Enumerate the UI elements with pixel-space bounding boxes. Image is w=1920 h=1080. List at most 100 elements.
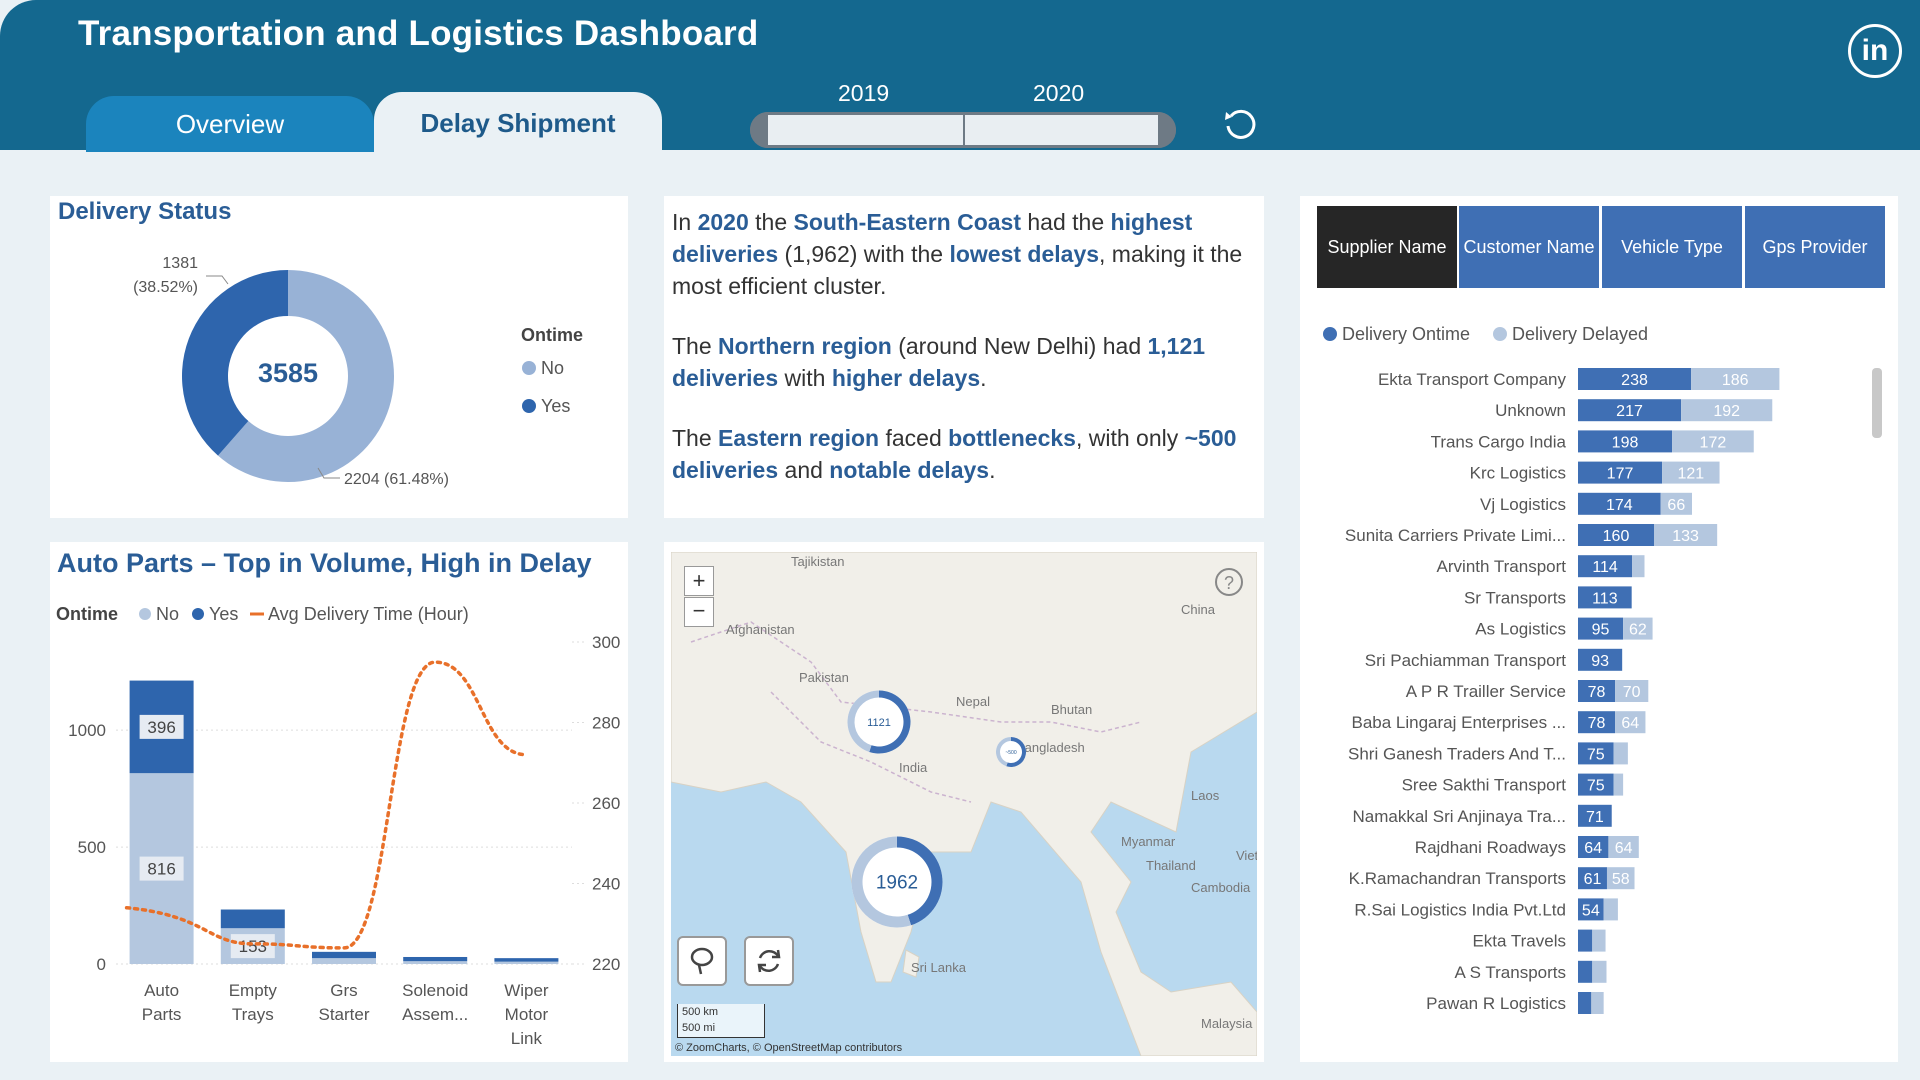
bar-ontime[interactable]: [1578, 524, 1654, 546]
bar-ontime-label: 174: [1606, 497, 1633, 514]
country-borders: [770, 691, 972, 803]
bar-yes[interactable]: [220, 909, 285, 929]
bar-delayed[interactable]: [1691, 368, 1780, 390]
map-cluster-delayed[interactable]: [847, 690, 879, 752]
bar-delayed[interactable]: [1592, 960, 1607, 983]
hl: lowest delays: [949, 241, 1100, 267]
slider-handle-start[interactable]: [750, 112, 768, 148]
reset-icon[interactable]: [1220, 104, 1260, 144]
x-tick-label: Parts: [142, 1005, 182, 1024]
leader-line-no: [317, 467, 340, 479]
bar-ontime[interactable]: [1578, 711, 1616, 734]
bar-delayed[interactable]: [1623, 617, 1653, 640]
data-label-no: 816: [147, 860, 175, 879]
text: .: [980, 365, 987, 391]
zoom-in-button[interactable]: +: [684, 566, 714, 596]
bar-ontime[interactable]: [1578, 742, 1614, 765]
x-tick-label: Motor: [505, 1005, 549, 1024]
zoom-out-button[interactable]: −: [684, 597, 714, 627]
bar-delayed-label: 62: [1629, 622, 1647, 639]
bar-ontime[interactable]: [1578, 492, 1661, 515]
bar-delayed[interactable]: [1662, 461, 1720, 484]
bar-delayed[interactable]: [1654, 524, 1718, 546]
bar-ontime[interactable]: [1578, 804, 1612, 827]
map-cluster-ontime[interactable]: [1006, 737, 1026, 767]
linkedin-icon[interactable]: in: [1848, 24, 1902, 78]
map-place-label: Sri Lanka: [911, 960, 967, 975]
bar-delayed[interactable]: [1613, 773, 1624, 796]
bar-ontime[interactable]: [1578, 680, 1616, 702]
help-icon[interactable]: ?: [1215, 568, 1243, 596]
supplier-name-label: As Logistics: [1475, 620, 1566, 639]
bar-yes[interactable]: [494, 958, 559, 962]
bar-delayed[interactable]: [1606, 867, 1635, 890]
map-attribution[interactable]: © ZoomCharts, © OpenStreetMap contributo…: [675, 1042, 903, 1054]
bar-ontime[interactable]: [1578, 648, 1623, 671]
supplier-name-button[interactable]: Supplier Name: [1317, 206, 1457, 288]
bar-ontime[interactable]: [1578, 399, 1682, 422]
bar-no[interactable]: [494, 961, 559, 964]
landmass: [671, 552, 1257, 1056]
scale-km: 500 km: [682, 1006, 719, 1018]
bar-ontime[interactable]: [1578, 836, 1609, 858]
bar-ontime[interactable]: [1578, 617, 1624, 640]
y2-tick-label: 260: [592, 794, 620, 813]
bar-ontime[interactable]: [1578, 461, 1663, 484]
bar-delayed[interactable]: [1615, 680, 1649, 702]
bar-delayed-label: 133: [1672, 528, 1699, 545]
supplier-name-label: Arvinth Transport: [1437, 557, 1567, 576]
bar-delayed[interactable]: [1603, 898, 1618, 921]
bar-no[interactable]: [403, 961, 468, 964]
bar-ontime[interactable]: [1578, 586, 1632, 609]
scrollbar-thumb[interactable]: [1872, 368, 1882, 438]
x-tick-label: Starter: [318, 1005, 369, 1024]
slider-handle-end[interactable]: [1158, 112, 1176, 148]
supplier-name-label: Ekta Transport Company: [1378, 370, 1567, 389]
lasso-button[interactable]: [677, 936, 727, 986]
supplier-name-label: Sri Pachiamman Transport: [1365, 651, 1567, 670]
bar-ontime[interactable]: [1578, 929, 1593, 952]
bar-delayed[interactable]: [1615, 711, 1646, 734]
bar-delayed[interactable]: [1672, 430, 1754, 453]
bar-delayed[interactable]: [1632, 555, 1645, 578]
bar-delayed[interactable]: [1613, 742, 1628, 765]
tab-overview[interactable]: Overview: [86, 96, 374, 152]
tab-delay-shipment[interactable]: Delay Shipment: [374, 92, 662, 152]
donut-slice-yes[interactable]: [182, 270, 288, 456]
bar-ontime[interactable]: [1578, 992, 1592, 1014]
combo-legend-no-marker: [139, 608, 151, 620]
combo-legend-no: No: [156, 604, 179, 624]
bar-no[interactable]: [312, 958, 376, 964]
bar-ontime[interactable]: [1578, 960, 1593, 983]
bar-delayed[interactable]: [1591, 992, 1604, 1014]
bar-delayed-label: 64: [1615, 840, 1633, 857]
text: (1,962) with the: [778, 241, 950, 267]
hl: 1,121 deliveries: [672, 333, 1206, 391]
year-slider[interactable]: [750, 112, 1176, 148]
gps-provider-button[interactable]: Gps Provider: [1745, 206, 1885, 288]
bar-delayed[interactable]: [1660, 492, 1692, 515]
map-cluster-ontime[interactable]: [897, 836, 943, 926]
bar-delayed[interactable]: [1681, 399, 1773, 422]
vehicle-type-button[interactable]: Vehicle Type: [1602, 206, 1742, 288]
refresh-map-button[interactable]: [744, 936, 794, 986]
legend-yes-marker: [522, 399, 536, 413]
bar-ontime[interactable]: [1578, 368, 1692, 390]
map-cluster-delayed[interactable]: [995, 737, 1011, 767]
x-tick-label: Auto: [144, 981, 179, 1000]
customer-name-button[interactable]: Customer Name: [1459, 206, 1599, 288]
bar-ontime[interactable]: [1578, 430, 1673, 453]
bar-yes[interactable]: [312, 951, 376, 959]
bar-ontime[interactable]: [1578, 898, 1604, 921]
bar-yes[interactable]: [403, 956, 468, 962]
map-cluster-ontime[interactable]: [869, 690, 911, 754]
bar-ontime[interactable]: [1578, 773, 1614, 796]
bar-ontime[interactable]: [1578, 555, 1633, 578]
cluster-map[interactable]: Tajikistan China Afghanistan Pakistan Nepal B…: [671, 552, 1257, 1056]
bar-delayed-label: 192: [1713, 403, 1740, 420]
bar-delayed[interactable]: [1608, 836, 1639, 858]
donut-slice-no[interactable]: [218, 270, 394, 482]
map-cluster-delayed[interactable]: [851, 836, 912, 928]
bar-ontime[interactable]: [1578, 867, 1607, 890]
bar-delayed[interactable]: [1592, 929, 1606, 952]
